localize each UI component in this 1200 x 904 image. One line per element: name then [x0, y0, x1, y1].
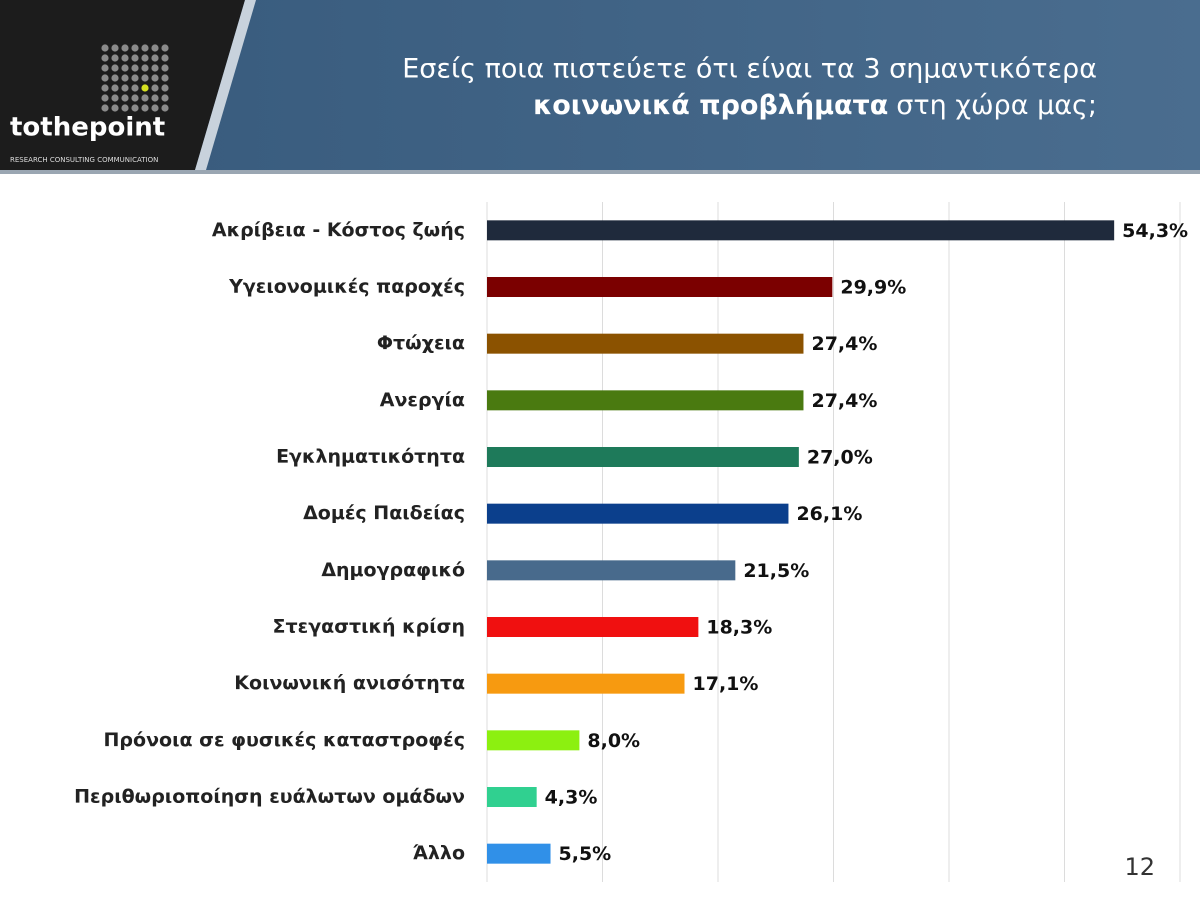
logo-dot: [161, 94, 169, 102]
value-label: 8,0%: [587, 730, 640, 752]
bar: [487, 220, 1115, 241]
logo-dot: [101, 64, 109, 72]
bar: [487, 843, 551, 864]
value-label: 4,3%: [545, 787, 598, 809]
logo-dot: [131, 54, 139, 62]
category-label: Περιθωριοποίηση ευάλωτων ομάδων: [74, 786, 465, 808]
page-number: 12: [1124, 853, 1155, 881]
logo-dot: [131, 74, 139, 82]
logo-dot: [161, 44, 169, 52]
bar: [487, 447, 799, 467]
logo-dot: [121, 64, 129, 72]
category-label: Ακρίβεια - Κόστος ζωής: [212, 219, 465, 241]
plot: Ακρίβεια - Κόστος ζωής 54,3% Υγειονομικές …: [74, 202, 1188, 882]
logo-dot: [141, 84, 149, 92]
title-rest: στη χώρα μας;: [896, 90, 1097, 121]
bar: [487, 730, 580, 751]
title-line2: κοινωνικά προβλήματα στη χώρα μας;: [533, 90, 1097, 121]
logo-dot: [111, 54, 119, 62]
value-label: 27,4%: [811, 390, 877, 412]
value-label: 26,1%: [796, 503, 862, 525]
logo-dot: [111, 104, 119, 112]
bar: [487, 503, 789, 524]
logo-dot: [111, 44, 119, 52]
category-label: Δημογραφικό: [321, 559, 465, 581]
logo-dot: [161, 74, 169, 82]
value-label: 17,1%: [693, 673, 759, 695]
logo-dot: [121, 94, 129, 102]
bar: [487, 617, 699, 637]
logo-dot: [131, 64, 139, 72]
category-label: Ανεργία: [380, 389, 465, 411]
value-label: 29,9%: [840, 277, 906, 299]
logo-dot: [131, 104, 139, 112]
logo-stripe: [195, 0, 256, 170]
value-label: 54,3%: [1122, 220, 1188, 242]
header-shadow: [0, 170, 1200, 174]
bar: [487, 787, 537, 807]
logo-dot: [101, 94, 109, 102]
bar: [487, 277, 833, 297]
logo-dot: [101, 84, 109, 92]
category-label: Στεγαστική κρίση: [273, 616, 465, 638]
logo-dot: [151, 44, 159, 52]
logo-dot: [161, 104, 169, 112]
logo-dot: [151, 94, 159, 102]
category-label: Εγκληματικότητα: [276, 446, 465, 468]
logo-dot: [101, 74, 109, 82]
bar: [487, 390, 804, 411]
logo-text: tothepoint: [10, 113, 165, 143]
logo-dot: [151, 74, 159, 82]
logo-dot: [161, 64, 169, 72]
logo-block: [0, 0, 245, 170]
logo-dot: [101, 44, 109, 52]
logo-dot: [111, 84, 119, 92]
value-label: 27,0%: [807, 447, 873, 469]
logo-dot: [161, 54, 169, 62]
value-label: 21,5%: [743, 560, 809, 582]
logo-dot: [121, 74, 129, 82]
bar: [487, 673, 685, 694]
logo-dot: [121, 44, 129, 52]
category-label: Κοινωνική ανισότητα: [234, 672, 465, 694]
category-label: Πρόνοια σε φυσικές καταστροφές: [104, 729, 465, 751]
logo-dot: [141, 64, 149, 72]
logo-dot: [131, 84, 139, 92]
logo-dot: [121, 104, 129, 112]
title-bold: κοινωνικά προβλήματα: [533, 90, 888, 121]
logo-dot: [141, 104, 149, 112]
logo-dot: [121, 84, 129, 92]
value-label: 18,3%: [706, 617, 772, 639]
logo-dot: [141, 44, 149, 52]
logo-dot: [111, 64, 119, 72]
logo-tagline: RESEARCH CONSULTING COMMUNICATION: [10, 156, 158, 164]
logo-dot: [121, 54, 129, 62]
logo-dot: [151, 54, 159, 62]
logo-dot: [151, 64, 159, 72]
category-label: Φτώχεια: [377, 332, 465, 354]
logo-dot: [131, 44, 139, 52]
logo-dot: [141, 74, 149, 82]
logo-dot: [101, 104, 109, 112]
bar: [487, 560, 736, 581]
logo-dot: [101, 54, 109, 62]
logo-dot: [131, 94, 139, 102]
logo-dot: [151, 104, 159, 112]
category-label: Άλλο: [413, 842, 465, 864]
logo-dot: [111, 94, 119, 102]
category-label: Δομές Παιδείας: [303, 502, 465, 524]
category-label: Υγειονομικές παροχές: [228, 276, 465, 298]
bar: [487, 333, 804, 354]
value-label: 5,5%: [559, 843, 612, 865]
logo-dot: [111, 74, 119, 82]
logo-dot: [161, 84, 169, 92]
logo-dot: [141, 94, 149, 102]
logo-dot: [151, 84, 159, 92]
value-label: 27,4%: [811, 333, 877, 355]
title-line1: Εσείς ποια πιστεύετε ότι είναι τα 3 σημα…: [402, 54, 1097, 85]
logo-dot: [141, 54, 149, 62]
logo-dots: [101, 44, 169, 112]
